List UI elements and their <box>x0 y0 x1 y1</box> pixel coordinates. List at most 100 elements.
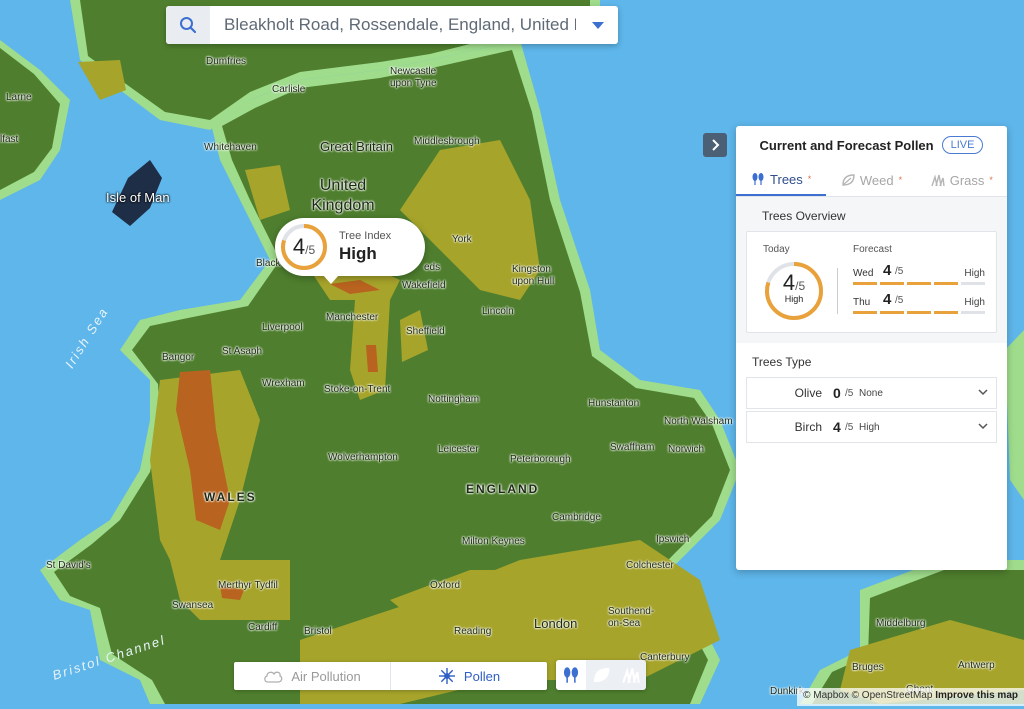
forecast-score: 4 <box>883 262 892 279</box>
overview-card: Today 4/5 High Forecast Wed 4 /5 High Th… <box>746 231 997 333</box>
tab-trees-label: Trees <box>770 171 803 187</box>
forecast-denominator: /5 <box>895 295 904 306</box>
today-score-denominator: /5 <box>795 279 806 293</box>
tab-trees[interactable]: Trees * <box>736 164 827 196</box>
collapse-panel-button[interactable] <box>703 133 727 157</box>
tree-index-tooltip[interactable]: 4 /5 Tree Index High <box>275 218 425 284</box>
tree-type-denominator: /5 <box>845 388 854 399</box>
map-label-bangor: Bangor <box>162 352 195 363</box>
pollen-tabs: Trees * Weed * Grass * <box>736 164 1007 197</box>
map-label-stoke: Stoke-on-Trent <box>324 384 391 395</box>
map-label-southend: Southend-on-Sea <box>608 606 655 629</box>
map-label-lincoln: Lincoln <box>482 306 514 317</box>
map-label-york: York <box>452 234 472 245</box>
map-label-ipswich: Ipswich <box>656 534 690 545</box>
panel-header: Current and Forecast Pollen LIVE <box>736 126 1007 164</box>
location-search-bar <box>166 6 618 44</box>
forecast-score: 4 <box>883 291 892 308</box>
forecast-level: High <box>964 268 985 279</box>
map-label-dumfries: Dumfries <box>206 56 247 67</box>
map-label-leeds: eds <box>424 262 441 273</box>
map-label-swaffham: Swaffham <box>610 442 655 453</box>
leaf-icon <box>593 667 610 683</box>
tab-trees-star: * <box>807 174 812 184</box>
map-label-st-davids: St David's <box>46 560 91 571</box>
map-label-swansea: Swansea <box>172 600 214 611</box>
map-label-cambridge: Cambridge <box>552 512 601 523</box>
map-label-milton-keynes: Milton Keynes <box>462 536 525 547</box>
map-label-peterborough: Peterborough <box>510 454 571 465</box>
map-label-middelburg: Middelburg <box>876 618 926 629</box>
pollen-button[interactable]: Pollen <box>390 662 547 690</box>
map-label-hunstanton: Hunstanton <box>588 398 640 409</box>
map-label-colchester: Colchester <box>626 560 674 571</box>
tree-type-score: 4 <box>833 419 841 435</box>
tab-weed-star: * <box>898 175 903 185</box>
search-input[interactable] <box>210 6 578 44</box>
map-label-reading: Reading <box>454 626 492 637</box>
chevron-down-icon <box>978 389 988 396</box>
map-label-kingston: Kingston upon Hull <box>512 264 555 287</box>
tooltip-score-denominator: /5 <box>305 243 316 257</box>
search-icon <box>180 17 197 34</box>
today-score-ring <box>765 262 823 320</box>
tree-type-birch[interactable]: Birch 4 /5 High <box>746 411 997 443</box>
cloud-icon <box>264 671 283 683</box>
map-label-bristol: Bristol <box>304 626 332 637</box>
map-label-great-britain: Great Britain <box>320 139 393 154</box>
chevron-right-icon <box>712 139 720 151</box>
forecast-day: Wed <box>853 268 874 279</box>
category-weed-button[interactable] <box>586 660 616 690</box>
forecast-row-thu: Thu 4 /5 High <box>853 291 985 315</box>
air-pollution-button[interactable]: Air Pollution <box>234 662 390 690</box>
map-label-middlesbrough: Middlesbrough <box>414 136 480 147</box>
leaf-icon <box>842 174 855 186</box>
map-label-carlisle: Carlisle <box>272 84 306 95</box>
map-label-whitehaven: Whitehaven <box>204 142 257 153</box>
pollen-icon <box>438 668 455 684</box>
map-label-liverpool: Liverpool <box>262 322 303 333</box>
tab-weed[interactable]: Weed * <box>826 164 916 196</box>
map-label-nottingham: Nottingham <box>428 394 480 405</box>
forecast-row-wed: Wed 4 /5 High <box>853 262 985 286</box>
map-label-wales: WALES <box>204 490 257 504</box>
chevron-down-icon <box>978 423 988 430</box>
map-label-cardiff: Cardiff <box>248 622 278 633</box>
tab-grass[interactable]: Grass * <box>917 164 1007 196</box>
mapbox-attribution-link[interactable]: © Mapbox <box>803 690 849 701</box>
overview-divider <box>837 268 838 314</box>
today-score-value: 4 <box>782 270 796 295</box>
map-label-norwich: Norwich <box>668 444 705 455</box>
score-ring <box>281 224 327 270</box>
category-grass-button[interactable] <box>616 660 646 690</box>
search-button[interactable] <box>166 6 210 44</box>
search-dropdown-button[interactable] <box>578 21 618 30</box>
map-label-england: ENGLAND <box>466 482 540 496</box>
trees-type-title: Trees Type <box>752 355 812 369</box>
tree-type-olive[interactable]: Olive 0 /5 None <box>746 377 997 409</box>
tooltip-score-value: 4 <box>292 234 306 259</box>
map-label-wakefield: Wakefield <box>402 280 446 291</box>
tree-icon <box>752 173 764 185</box>
map-label-sheffield: Sheffield <box>406 326 445 337</box>
grass-icon <box>622 667 640 684</box>
today-score: 4/5 High <box>763 260 825 322</box>
forecast-level-bars <box>853 282 985 285</box>
trees-type-list: Olive 0 /5 None Birch 4 /5 High <box>736 377 1007 443</box>
tree-type-name: Birch <box>794 420 822 434</box>
forecast-day: Thu <box>853 297 871 308</box>
map-label-larne: Larne <box>6 92 32 103</box>
tree-type-score: 0 <box>833 385 841 401</box>
map-label-wrexham: Wrexham <box>262 378 305 389</box>
forecast-level-bars <box>853 311 985 314</box>
forecast-level: High <box>964 297 985 308</box>
layer-switcher: Air Pollution Pollen <box>234 662 547 690</box>
tab-grass-star: * <box>989 175 993 185</box>
map-label-oxford: Oxford <box>430 580 461 591</box>
osm-attribution-link[interactable]: © OpenStreetMap <box>851 690 933 701</box>
category-trees-button[interactable] <box>556 660 586 690</box>
improve-map-link[interactable]: Improve this map <box>935 690 1018 701</box>
pollen-label: Pollen <box>463 668 501 684</box>
map-attribution: © Mapbox © OpenStreetMap Improve this ma… <box>797 688 1024 706</box>
map-label-lfast: lfast <box>0 134 19 145</box>
